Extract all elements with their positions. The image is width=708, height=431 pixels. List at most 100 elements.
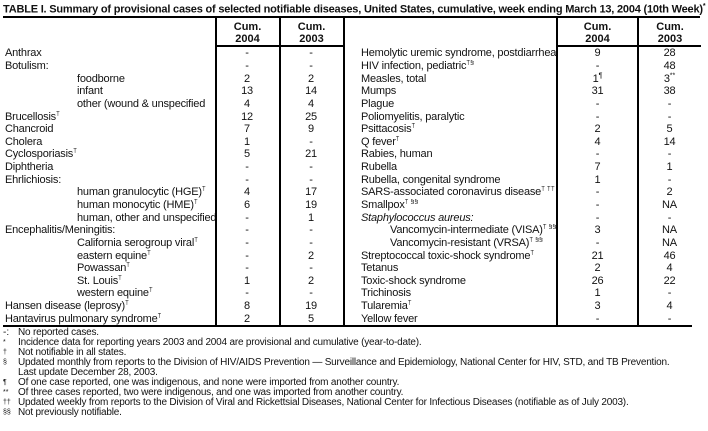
table-row: Mumps 31 38 <box>345 85 701 98</box>
cum2004-value-text: - <box>595 211 600 224</box>
cum2004-value: 2 <box>215 313 279 325</box>
cum2004-value-text: - <box>245 262 249 275</box>
table-row: Toxic-shock syndrome 26 22 <box>345 275 701 288</box>
table-row: Brucellosis† 12 25 <box>3 110 343 123</box>
footnote-marker: †§ <box>466 59 475 67</box>
table-row: St. Louis† 1 2 <box>3 275 343 288</box>
cum2003-value-text: 38 <box>663 85 676 98</box>
cum2003-value: 4 <box>279 98 343 110</box>
cum2003-value: NA <box>638 237 701 249</box>
title-rule <box>3 16 700 18</box>
footnote-marker: † §§ <box>404 199 419 206</box>
footnote-text: Updated weekly from reports to the Divis… <box>18 397 629 408</box>
disease-label: California serogroup viral† <box>3 237 215 249</box>
table-title: TABLE I. Summary of provisional cases of… <box>3 3 706 16</box>
table-title-text: TABLE I. Summary of provisional cases of… <box>3 3 703 16</box>
footnote: * Incidence data for reporting years 2003… <box>3 338 707 348</box>
table-row: Anthrax - - <box>3 47 343 60</box>
header-year-label: 2004 <box>235 33 260 45</box>
disease-label: Q fever† <box>345 136 557 148</box>
column-rule <box>215 16 217 327</box>
footnote-marker: † <box>530 249 535 256</box>
column-rule <box>343 16 345 327</box>
cum2004-value: - <box>557 199 638 211</box>
cum2004-value-text: - <box>245 249 249 262</box>
footnote-marker: § <box>3 359 7 366</box>
table-row: eastern equine† - 2 <box>3 249 343 262</box>
header-rule-right <box>556 45 701 47</box>
header-right-cum-2004: Cum. 2004 <box>558 17 637 45</box>
cum2004-value: 13 <box>215 85 279 97</box>
cum2003-value: - <box>279 174 343 186</box>
disease-label: Yellow fever <box>345 313 557 325</box>
cum2004-value-text: 5 <box>244 148 250 161</box>
cum2003-value: 5 <box>279 313 343 325</box>
cum2004-value: 4 <box>215 98 279 110</box>
table-row: HIV infection, pediatric†§ - 48 <box>345 60 701 73</box>
cum2003-value-text: 19 <box>305 199 317 211</box>
cum2004-value-text: 21 <box>591 249 604 262</box>
cum2003-value-text: 14 <box>663 135 676 148</box>
footnote-marker: † <box>73 148 78 155</box>
cum2003-value-text: - <box>309 47 313 60</box>
cum2004-value: - <box>215 224 279 236</box>
cum2004-value-text: 13 <box>241 85 253 98</box>
cum2004-value-text: 1 <box>244 274 250 287</box>
disease-label: Smallpox† §§ <box>345 199 557 211</box>
disease-label: Chancroid <box>3 123 215 135</box>
disease-label-text: Rubella <box>361 161 397 174</box>
cum2004-value-text: 26 <box>591 274 604 287</box>
table-row: Tetanus 2 4 <box>345 262 701 275</box>
footnote-marker: ¶ <box>3 379 7 386</box>
disease-label-text: Encephalitis/Meningitis: <box>5 224 116 237</box>
cum2004-value: 7 <box>215 123 279 135</box>
cum2003-value: 48 <box>638 60 701 72</box>
disease-label-text: infant <box>77 85 103 98</box>
disease-label: Diphtheria <box>3 161 215 173</box>
disease-label: Rubella, congenital syndrome <box>345 174 557 186</box>
cum2003-value: 19 <box>279 300 343 312</box>
cum2003-value-text: 9 <box>308 123 314 136</box>
disease-label: human, other and unspecified <box>3 212 215 224</box>
cum2003-value-text: - <box>667 173 672 186</box>
disease-label-text: human monocytic (HME) <box>77 199 194 211</box>
column-rule <box>279 16 281 327</box>
disease-label-text: Trichinosis <box>361 287 411 300</box>
disease-label-text: Powassan <box>77 262 127 275</box>
disease-label: HIV infection, pediatric†§ <box>345 60 557 72</box>
cum2003-value-text: 1 <box>308 211 314 224</box>
disease-label-text: Cyclosporiasis <box>5 148 74 161</box>
cum2003-value-text: - <box>667 148 672 161</box>
cum2003-value-text: 48 <box>663 59 676 72</box>
disease-label-text: SARS-associated coronavirus disease <box>361 186 542 199</box>
footnote-text: Updated monthly from reports to the Divi… <box>18 357 670 368</box>
table-row: Chancroid 7 9 <box>3 123 343 136</box>
cum2003-value: - <box>279 60 343 72</box>
disease-label: foodborne <box>3 73 215 85</box>
table-row: Rabies, human - - <box>345 148 701 161</box>
footnote-text: Of one case reported, one was indigenous… <box>18 377 400 388</box>
disease-label-text: Hansen disease (leprosy) <box>5 300 125 313</box>
disease-label-text: Poliomyelitis, paralytic <box>361 110 465 123</box>
footnote-text: Not previously notifiable. <box>18 407 122 418</box>
cum2003-value: - <box>279 287 343 299</box>
disease-table-right-half: Hemolytic uremic syndrome, postdiarrheal… <box>345 47 701 325</box>
cum2004-value: 21 <box>557 250 638 262</box>
cum2004-value: - <box>557 186 638 198</box>
cum2003-value-text: 19 <box>305 300 317 313</box>
cum2004-value-text: - <box>595 97 600 110</box>
header-cum-label: Cum. <box>656 21 684 33</box>
disease-label-text: Psittacosis <box>361 123 412 136</box>
footnote: -: No reported cases. <box>3 328 707 338</box>
cum2003-value: 14 <box>638 136 701 148</box>
cum2004-value: - <box>215 161 279 173</box>
table-row: foodborne 2 2 <box>3 72 343 85</box>
table-row: Yellow fever - - <box>345 312 701 325</box>
header-cum-label: Cum. <box>233 21 262 33</box>
disease-label: human monocytic (HME)† <box>3 199 215 211</box>
disease-label: Brucellosis† <box>3 111 215 123</box>
table-row: human, other and unspecified - 1 <box>3 211 343 224</box>
header-year-label: 2003 <box>657 33 683 45</box>
cum2003-value: 25 <box>279 111 343 123</box>
table-row: Diphtheria - - <box>3 161 343 174</box>
